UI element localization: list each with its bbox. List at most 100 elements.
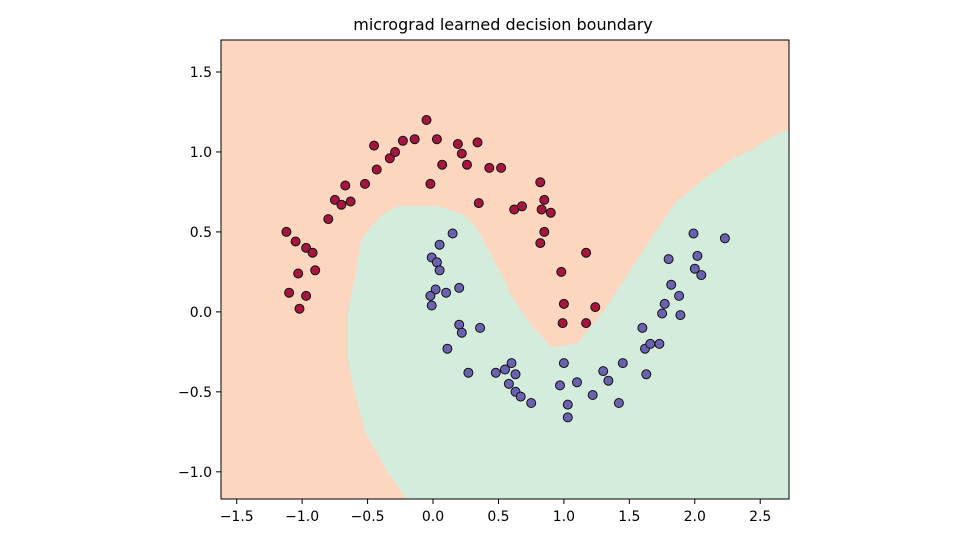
data-point-class1 [587,390,598,400]
y-axis: −1.0 −0.5 0.0 0.5 1.0 1.5 [178,65,221,481]
data-point-class0 [384,153,395,164]
data-point-class0 [517,201,527,212]
data-point-class0 [431,134,442,145]
data-point-class0 [290,236,301,247]
x-tick-label: 0.5 [487,509,509,525]
data-point-class0 [557,318,568,329]
data-point-class0 [581,247,592,258]
plot-frame [220,39,790,500]
data-point-class1 [475,322,486,333]
x-tick-label: 2.0 [684,509,706,525]
data-point-class0 [581,318,592,329]
data-point-class1 [657,308,668,319]
data-point-class0 [425,178,436,189]
data-point-class0 [307,247,318,258]
data-point-class1 [555,380,565,391]
y-tick-label: 0.5 [190,225,212,241]
data-point-class1 [675,310,686,321]
x-tick-label: −1.0 [285,509,319,525]
data-point-class0 [390,147,401,157]
data-point-class1 [663,254,674,265]
data-point-class1 [637,322,648,333]
data-point-class0 [421,115,432,125]
data-point-class0 [539,194,550,205]
data-point-class1 [603,375,614,386]
x-tick-label: 2.5 [749,509,771,525]
data-point-class0 [472,137,483,148]
data-point-class0 [536,204,547,215]
data-point-class0 [452,139,463,149]
data-point-class1 [692,250,703,261]
data-point-class1 [598,366,609,377]
data-point-class1 [562,399,573,410]
y-tick-label: −0.5 [178,385,212,401]
data-point-class1 [434,265,445,276]
data-point-class0 [556,266,567,277]
data-point-class1 [641,369,652,380]
data-point-class1 [506,358,517,369]
data-point-class0 [456,148,467,159]
data-point-class1 [645,338,656,349]
data-point-class0 [462,159,472,170]
data-point-class1 [425,290,436,301]
data-point-class1 [659,298,670,309]
y-tick-label: 0.0 [190,305,212,321]
chart-title: micrograd learned decision boundary [353,15,653,34]
data-point-class1 [510,369,521,380]
y-tick-label: 1.5 [190,65,212,81]
x-tick-label: −0.5 [351,509,385,525]
data-point-class1 [562,412,573,423]
data-point-class0 [535,238,546,249]
data-point-class0 [590,302,601,313]
data-point-class0 [301,290,312,301]
data-point-class1 [515,391,526,402]
data-point-class1 [441,287,452,298]
x-tick-label: 1.0 [553,509,575,525]
data-point-class0 [345,196,356,207]
data-point-class1 [430,284,441,295]
data-point-class0 [323,214,334,225]
data-point-class1 [654,338,665,349]
data-point-class0 [284,287,295,298]
data-point-class1 [447,228,458,239]
data-point-class0 [294,303,305,314]
data-point-class0 [535,177,546,188]
scatter-points [281,115,730,423]
data-point-class1 [490,367,501,378]
data-point-class1 [674,290,685,301]
data-point-class1 [689,263,700,274]
data-point-class1 [434,239,445,250]
data-point-class0 [558,298,569,309]
data-point-class0 [397,135,408,146]
decision-region-class1 [347,129,789,499]
data-point-class1 [696,270,707,281]
data-point-class0 [371,164,382,175]
data-point-class0 [340,180,351,191]
y-tick-label: −1.0 [178,465,212,481]
data-point-class0 [539,226,550,237]
x-tick-label: 0.0 [422,509,444,525]
data-point-class1 [666,279,677,290]
data-point-class0 [545,207,556,218]
data-point-class1 [463,367,474,378]
data-point-class0 [369,140,380,151]
data-point-class1 [572,377,582,388]
data-point-class0 [336,199,347,210]
data-point-class1 [613,398,624,408]
data-point-class0 [281,226,292,237]
x-axis: −1.5 −1.0 −0.5 0.0 0.5 1.0 1.5 2.0 2.5 [220,499,771,525]
x-tick-label: 1.5 [618,509,640,525]
data-point-class0 [437,159,448,170]
data-point-class1 [500,364,510,375]
data-point-class0 [360,178,370,189]
data-point-class1 [442,343,453,354]
data-point-class1 [503,378,514,389]
data-point-class0 [293,268,304,279]
data-point-class1 [426,300,437,311]
data-point-class0 [473,198,484,209]
data-point-class1 [454,282,465,293]
data-point-class0 [409,134,420,145]
data-point-class1 [688,228,699,239]
data-point-class1 [617,358,628,369]
